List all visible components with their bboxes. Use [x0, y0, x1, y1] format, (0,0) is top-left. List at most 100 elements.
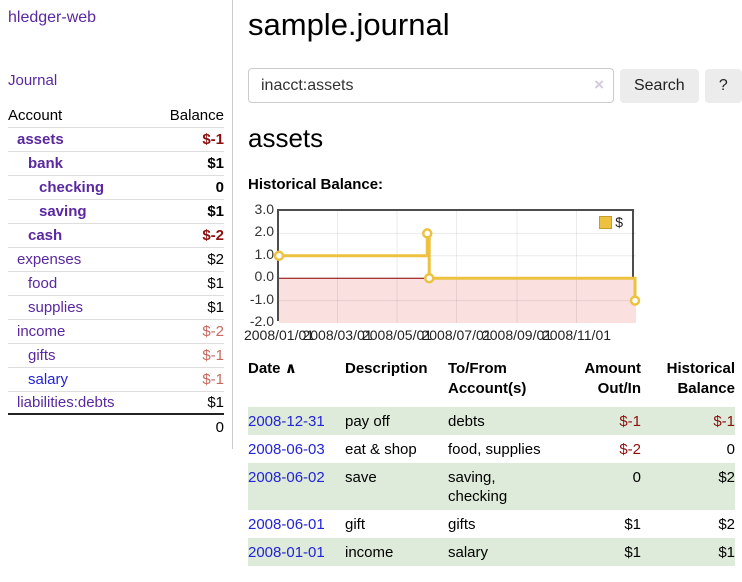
date-header-label: Date [248, 360, 281, 377]
account-link-expenses[interactable]: expenses [17, 251, 82, 268]
account-row: cash $-2 [8, 223, 224, 247]
register-header-date[interactable]: Date ∧ [248, 359, 345, 407]
account-row: bank $1 [8, 151, 224, 175]
legend-label: $ [615, 214, 623, 230]
register-table: Date ∧ Description To/From Account(s) Am… [248, 359, 735, 566]
main-content: sample.journal × Search ? assets Histori… [233, 0, 742, 566]
transaction-date-link[interactable]: 2008-12-31 [248, 413, 325, 430]
page-title: sample.journal [248, 7, 450, 42]
register-row: 2008-12-31 pay off debts $-1 $-1 [248, 407, 735, 435]
accounts-header-row: Account Balance [8, 103, 224, 127]
accounts-total-value: 0 [215, 418, 224, 436]
cell-accounts: salary [448, 544, 489, 561]
cell-date: 2008-12-31 [248, 407, 345, 435]
register-body: 2008-12-31 pay off debts $-1 $-1 2008-06-03 ea… [248, 407, 735, 566]
cell-balance: $2 [718, 516, 735, 533]
account-row: saving $1 [8, 199, 224, 223]
account-row: food $1 [8, 271, 224, 295]
cell-amount: $1 [624, 516, 641, 533]
account-link-cash[interactable]: cash [28, 227, 63, 244]
account-balance: $2 [207, 251, 224, 268]
cell-amount: $1 [624, 544, 641, 561]
cell-description: eat & shop [345, 441, 417, 458]
accounts-panel: Account Balance assets $-1 bank $1 checking 0… [8, 103, 224, 439]
cell-date: 2008-01-01 [248, 538, 345, 566]
x-tick-label: 2008/11/01 [541, 327, 612, 343]
account-balance: $-2 [202, 227, 224, 244]
cell-amount: $-1 [619, 413, 641, 430]
account-link-checking[interactable]: checking [39, 179, 105, 196]
transaction-date-link[interactable]: 2008-06-02 [248, 469, 325, 486]
legend-swatch-icon [599, 215, 613, 229]
cell-amount: 0 [632, 469, 641, 486]
accounts-header-account: Account [8, 106, 63, 124]
cell-balance: $1 [718, 544, 735, 561]
cell-balance: 0 [726, 441, 735, 458]
sort-ascending-icon: ∧ [284, 360, 297, 377]
register-header-amount: Amount Out/In [584, 360, 641, 397]
cell-accounts: gifts [448, 516, 476, 533]
cell-description: gift [345, 516, 366, 533]
cell-accounts: debts [448, 413, 485, 430]
transaction-date-link[interactable]: 2008-06-01 [248, 516, 325, 533]
account-row: liabilities:debts $1 [8, 391, 224, 415]
search-button[interactable]: Search [620, 68, 699, 103]
account-link-bank[interactable]: bank [28, 155, 64, 172]
account-row: supplies $1 [8, 295, 224, 319]
account-row: checking 0 [8, 175, 224, 199]
account-balance: $-1 [202, 371, 224, 388]
y-tick-label: 0.0 [254, 268, 274, 285]
account-link-saving[interactable]: saving [39, 203, 87, 220]
y-tick-label: -2.0 [249, 313, 274, 329]
account-link-food[interactable]: food [28, 275, 58, 292]
register-header-description: Description [345, 360, 428, 377]
account-link-assets[interactable]: assets [17, 131, 64, 148]
search-input-wrap: × [248, 68, 614, 103]
chart-legend: $ [599, 214, 623, 230]
account-link-gifts[interactable]: gifts [28, 347, 56, 364]
chart-plot-area: $ [273, 209, 641, 323]
search-input[interactable] [248, 68, 614, 103]
register-row: 2008-06-03 eat & shop food, supplies $-2 0 [248, 435, 735, 463]
help-button[interactable]: ? [704, 68, 742, 103]
historical-balance-chart: 3.0 2.0 1.0 0.0 -1.0 -2.0 $ 2008/01/01 2008/03… [244, 201, 742, 343]
account-balance: $1 [207, 203, 224, 220]
account-row: salary $-1 [8, 367, 224, 391]
account-link-liabilities-debts[interactable]: liabilities:debts [17, 394, 115, 411]
cell-date: 2008-06-02 [248, 463, 345, 510]
clear-search-icon[interactable]: × [594, 75, 604, 94]
register-header-balance: Historical Balance [666, 360, 735, 397]
account-row: gifts $-1 [8, 343, 224, 367]
transaction-date-link[interactable]: 2008-06-03 [248, 441, 325, 458]
cell-amount: $-2 [619, 441, 641, 458]
y-tick-label: 1.0 [254, 245, 274, 262]
account-row: assets $-1 [8, 127, 224, 151]
sidebar-item-journal[interactable]: Journal [8, 72, 58, 89]
cell-balance: $2 [718, 469, 735, 486]
sidebar: hledger-web Journal Account Balance asse… [0, 0, 233, 449]
account-balance: $1 [207, 299, 224, 316]
transaction-date-link[interactable]: 2008-01-01 [248, 544, 325, 561]
account-balance: 0 [215, 179, 224, 196]
cell-description: income [345, 544, 394, 561]
chart-canvas [273, 211, 641, 323]
account-heading: assets [248, 123, 324, 153]
register-header-accounts: To/From Account(s) [448, 360, 527, 397]
y-tick-label: -1.0 [249, 290, 274, 307]
account-link-income[interactable]: income [17, 323, 66, 340]
x-tick-label: 2008/07/01 [421, 327, 492, 343]
account-link-salary[interactable]: salary [28, 371, 69, 388]
account-link-supplies[interactable]: supplies [28, 299, 84, 316]
y-tick-label: 3.0 [254, 201, 274, 217]
cell-date: 2008-06-03 [248, 435, 345, 463]
x-tick-label: 2008/05/01 [361, 327, 433, 343]
cell-description: pay off [345, 413, 390, 430]
cell-description: save [345, 469, 377, 486]
accounts-list: assets $-1 bank $1 checking 0 saving $1 cash $-2 e… [8, 127, 224, 415]
app-title-link[interactable]: hledger-web [8, 9, 97, 26]
cell-accounts: saving, checking [448, 469, 508, 505]
chart-title: Historical Balance: [248, 176, 384, 193]
x-tick-label: 2008/09/01 [481, 327, 553, 343]
account-balance: $-2 [202, 323, 224, 340]
